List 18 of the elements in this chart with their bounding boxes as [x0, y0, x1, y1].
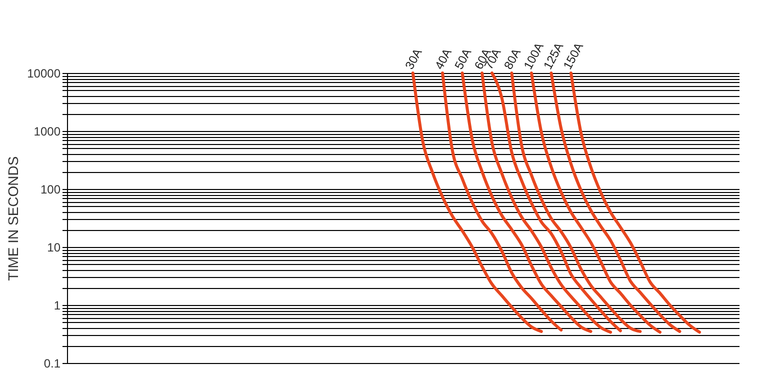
- y-tick-label: 10: [47, 240, 61, 254]
- y-tick-label: 10000: [27, 66, 61, 80]
- text: 50A: [452, 46, 474, 72]
- text: 40A: [432, 46, 454, 72]
- text: 80A: [501, 46, 524, 72]
- line-series: [510, 72, 642, 333]
- line-series: [530, 72, 662, 334]
- y-axis-title: TIME IN SECONDS: [5, 156, 22, 281]
- line-series: [550, 72, 682, 333]
- line-series: [411, 72, 543, 333]
- y-tick-label: 0.1: [44, 356, 61, 370]
- y-tick-label: 1: [54, 298, 61, 312]
- line-series: [441, 72, 563, 332]
- y-tick-label: 100: [40, 182, 61, 196]
- y-tick-label: 1000: [34, 124, 61, 138]
- line-series: [460, 72, 592, 333]
- text: 30A: [402, 46, 425, 72]
- line-series: [570, 72, 701, 334]
